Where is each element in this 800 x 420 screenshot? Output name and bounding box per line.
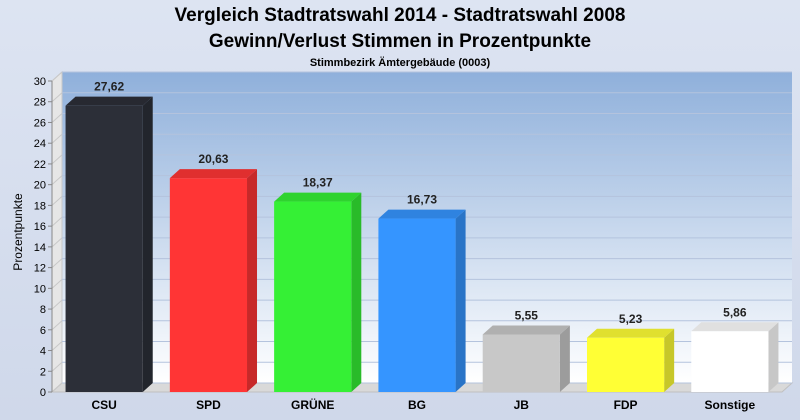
x-tick-label: FDP	[614, 398, 638, 412]
chart-title-line2: Gewinn/Verlust Stimmen in Prozentpunkte	[209, 31, 591, 52]
gridline-side	[51, 382, 63, 393]
x-tick-label: SPD	[196, 398, 221, 412]
bar-top	[65, 96, 153, 106]
y-tick-label: 18	[34, 200, 46, 212]
y-tick-label: 24	[34, 138, 46, 150]
chart-subtitle: Stimmbezirk Ämtergebäude (0003)	[310, 56, 491, 69]
y-axis-label: Prozentpunkte	[11, 193, 25, 271]
gridline-side	[51, 216, 63, 227]
bar-sonstige	[691, 322, 779, 392]
bar-grüne	[274, 192, 362, 392]
bar-side	[351, 192, 362, 392]
data-label: 5,55	[515, 308, 539, 322]
y-tick-label: 12	[34, 263, 46, 275]
data-label: 5,23	[619, 312, 643, 326]
bar	[274, 201, 352, 392]
bar-side	[142, 96, 153, 392]
gridline-side	[51, 113, 63, 123]
y-tick-label: 28	[34, 97, 46, 109]
gridline-side	[51, 133, 63, 144]
x-tick-label: BG	[408, 398, 426, 412]
bar-side	[247, 169, 258, 392]
bar	[378, 218, 456, 392]
gridline-side	[51, 341, 63, 351]
data-label: 20,63	[198, 152, 228, 166]
bar-side	[768, 322, 779, 392]
gridline-side	[51, 320, 63, 331]
bar-spd	[169, 169, 258, 392]
gridline-side	[51, 237, 63, 248]
plot-side-wall	[51, 70, 63, 394]
bar	[65, 105, 143, 392]
y-tick-label: 4	[40, 346, 46, 358]
chart-title: Vergleich Stadtratswahl 2014 - Stadtrats…	[175, 5, 626, 26]
bar-top	[378, 209, 466, 219]
y-tick-label: 30	[34, 76, 46, 88]
bar	[169, 178, 248, 392]
data-label: 18,37	[303, 176, 333, 190]
x-tick-label: Sonstige	[705, 398, 756, 412]
y-tick-label: 14	[34, 242, 46, 254]
y-tick-label: 20	[34, 180, 46, 192]
y-tick-label: 22	[34, 159, 46, 171]
gridline-side	[51, 258, 63, 268]
gridline-side	[51, 175, 63, 186]
bar-side	[455, 209, 466, 392]
y-tick-label: 8	[40, 304, 46, 316]
bar-top	[274, 192, 362, 202]
y-tick-label: 6	[40, 325, 46, 337]
x-tick-label: JB	[514, 398, 530, 412]
data-label: 27,62	[94, 80, 124, 94]
bar	[586, 337, 665, 392]
y-tick-label: 0	[40, 387, 46, 399]
gridline-side	[51, 92, 63, 103]
bar-side	[664, 328, 675, 392]
y-tick-label: 2	[40, 366, 46, 378]
bar-top	[586, 328, 675, 338]
x-tick-label: GRÜNE	[291, 397, 334, 412]
bar-fdp	[586, 328, 675, 392]
bar-top	[482, 325, 570, 335]
bar-top	[691, 322, 779, 332]
x-tick-label: CSU	[91, 398, 116, 412]
y-tick-label: 16	[34, 221, 46, 233]
bar	[482, 334, 560, 392]
gridline-side	[51, 278, 63, 289]
bar-csu	[65, 96, 153, 392]
bar-jb	[482, 325, 570, 392]
bar-top	[169, 169, 258, 179]
bar-side	[559, 325, 570, 392]
gridline-side	[51, 71, 63, 82]
gridline-side	[51, 299, 63, 310]
gridline-side	[51, 196, 63, 206]
y-tick-label: 26	[34, 117, 46, 129]
y-tick-label: 10	[34, 283, 46, 295]
gridline-side	[51, 154, 63, 165]
gridline-side	[51, 361, 63, 372]
data-label: 5,86	[723, 305, 747, 319]
data-label: 16,73	[407, 193, 437, 207]
bar-bg	[378, 209, 466, 392]
bar	[691, 331, 769, 392]
